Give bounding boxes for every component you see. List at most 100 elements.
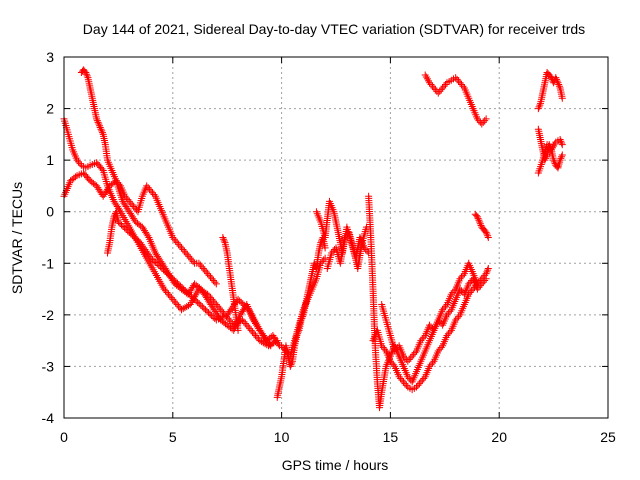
data-point [219,234,227,241]
data-point [455,313,463,321]
data-point [555,81,563,89]
data-point [249,328,257,336]
data-point [274,340,282,348]
x-axis-label: GPS time / hours [282,457,389,473]
data-point [482,228,490,236]
data-point [115,180,123,188]
data-point [195,300,203,308]
data-point [181,287,189,295]
data-point [279,344,287,352]
data-point [442,302,450,310]
data-point [130,233,138,241]
data-point [225,316,233,324]
data-point [283,349,291,357]
data-point [439,84,447,92]
series-3 [104,208,275,350]
data-point [164,290,172,298]
data-point [472,212,480,220]
data-point [209,276,217,284]
data-point [73,156,81,164]
data-point [172,299,180,307]
data-point [162,287,170,295]
y-tick-label: -3 [42,358,55,374]
data-point [205,309,213,317]
x-tick-label: 15 [383,429,399,445]
data-point [534,105,542,113]
data-point [178,284,186,292]
data-point [98,129,106,137]
data-point [201,306,209,314]
data-point [399,378,407,386]
data-point [114,178,122,186]
data-point [192,297,200,305]
data-point [169,295,177,303]
data-point [389,361,397,369]
y-axis-label: SDTVAR / TECUs [9,182,25,294]
data-point [401,380,409,388]
data-point [556,136,564,144]
data-point [439,306,447,314]
data-point [125,197,133,205]
data-point [477,221,485,229]
data-point [98,127,106,135]
data-point [426,321,434,329]
data-point [204,270,212,278]
data-point [147,254,155,262]
data-point [434,89,442,97]
data-point [482,115,490,123]
data-point [183,251,191,259]
data-point [442,81,450,89]
data-point [188,256,196,264]
data-point [395,373,403,381]
series-6 [278,254,329,360]
data-point [82,70,90,78]
data-point [153,260,161,268]
data-point [199,264,207,272]
data-point [444,330,452,338]
data-point [286,362,294,370]
data-point [455,77,463,85]
data-point [82,68,90,76]
data-point [125,228,133,236]
data-point [85,175,93,183]
data-point [173,279,181,287]
data-point [189,294,197,302]
data-point [220,237,228,245]
data-point [121,224,129,232]
data-point [404,357,412,365]
data-point [187,292,195,300]
data-point [557,154,565,162]
data-point [118,221,126,229]
data-point [175,281,183,289]
data-point [131,234,139,242]
data-point [209,313,217,321]
y-tick-label: -4 [42,410,55,426]
data-point [133,236,141,244]
data-point [170,276,178,284]
data-point [535,103,543,111]
data-point [478,120,486,128]
data-point [128,201,136,209]
data-point [143,182,151,190]
data-point [144,232,152,240]
data-point [472,282,480,290]
data-point [379,344,387,352]
data-point [167,273,175,281]
data-point [179,246,187,254]
data-point [156,263,164,271]
data-point [558,141,566,149]
data-point [93,117,101,125]
data-point [452,316,460,324]
data-point [459,271,467,279]
data-point [428,359,436,367]
series-11 [378,259,481,365]
data-point [404,373,412,381]
series-16 [534,136,566,177]
data-point [471,283,479,291]
data-point [558,153,566,161]
data-point [177,282,185,290]
x-tick-label: 20 [491,429,507,445]
data-point [550,156,558,164]
data-point [478,275,486,283]
